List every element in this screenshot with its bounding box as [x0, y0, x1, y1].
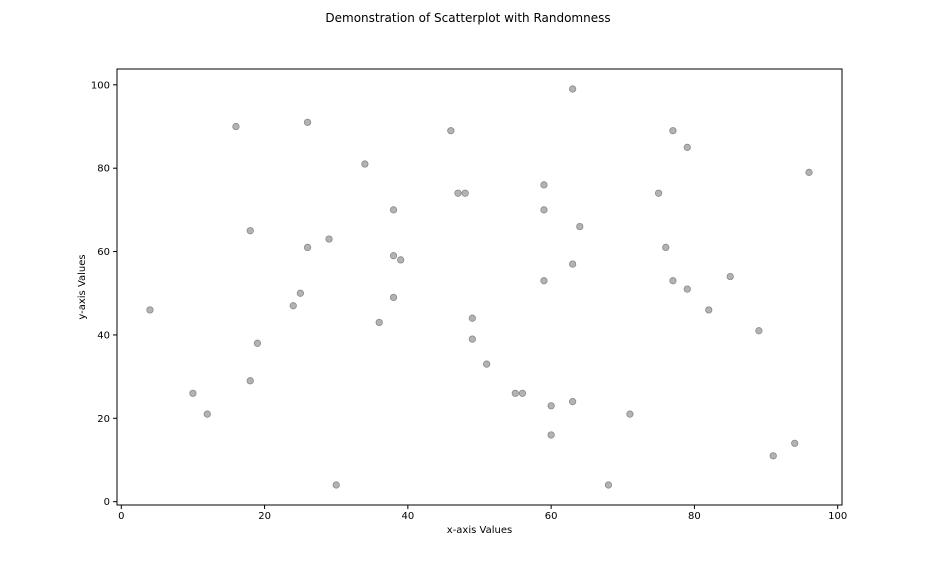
y-tick-label: 40 [97, 330, 110, 341]
scatter-point [569, 398, 577, 406]
y-tick-label: 60 [97, 247, 110, 258]
y-tick-label: 80 [97, 164, 110, 175]
scatter-point [705, 306, 713, 314]
scatter-point [547, 402, 555, 410]
scatter-point [569, 85, 577, 93]
scatter-point [468, 314, 476, 322]
y-tick-label: 20 [97, 414, 110, 425]
scatter-point [769, 452, 777, 460]
scatter-point [547, 431, 555, 439]
scatter-point [361, 160, 369, 168]
plot-area-frame [116, 68, 843, 506]
scatter-point [454, 189, 462, 197]
scatter-point [296, 289, 304, 297]
scatter-point [626, 410, 634, 418]
scatter-point [511, 389, 519, 397]
scatter-point [447, 127, 455, 135]
data-points [146, 85, 813, 489]
x-tick-label: 40 [401, 511, 414, 522]
scatter-point [540, 206, 548, 214]
scatter-point [726, 272, 734, 281]
scatter-point [332, 481, 340, 489]
scatter-point [253, 339, 262, 347]
x-tick-label: 60 [545, 511, 558, 522]
scatter-point [791, 439, 799, 447]
scatter-point [397, 256, 405, 264]
scatter-point [755, 327, 763, 335]
scatter-point [662, 243, 670, 252]
x-axis: 0 20 40 60 80 100 [118, 505, 847, 522]
y-tick-label: 100 [91, 80, 110, 91]
scatter-point [461, 189, 469, 197]
scatter-point [232, 122, 240, 131]
scatter-point [669, 127, 677, 135]
scatter-point [375, 318, 383, 327]
x-axis-label: x-axis Values [447, 525, 512, 536]
x-tick-label: 80 [688, 511, 701, 522]
x-tick-label: 0 [118, 511, 124, 522]
scatter-point [669, 277, 677, 285]
scatter-point [576, 222, 584, 231]
y-axis-label: y-axis Values [77, 254, 88, 319]
scatter-point [203, 410, 211, 418]
scatter-point [303, 243, 312, 252]
scatter-point [468, 335, 476, 343]
scatter-point [683, 143, 691, 151]
y-axis: 0 20 40 60 80 100 [91, 80, 117, 508]
y-tick-label: 0 [104, 497, 110, 508]
x-tick-label: 20 [258, 511, 271, 522]
scatter-point [289, 302, 297, 310]
scatter-point [189, 389, 197, 397]
scatter-point [683, 285, 691, 293]
scatter-point [540, 277, 548, 285]
scatter-point [540, 181, 548, 189]
scatter-point [389, 293, 398, 302]
scatter-point [569, 260, 577, 268]
scatter-point [325, 235, 333, 243]
scatter-point [604, 481, 613, 489]
scatter-point [389, 252, 398, 260]
chart-title: Demonstration of Scatterplot with Random… [325, 11, 610, 25]
scatter-point [146, 306, 154, 314]
scatter-point [483, 360, 491, 368]
scatter-point [246, 227, 254, 235]
scatter-point [246, 377, 254, 385]
scatter-point [805, 168, 813, 176]
scatter-point [389, 206, 398, 214]
scatter-point [518, 389, 527, 397]
scatter-point [303, 118, 312, 126]
scatter-point [655, 189, 663, 197]
x-tick-label: 100 [828, 511, 847, 522]
